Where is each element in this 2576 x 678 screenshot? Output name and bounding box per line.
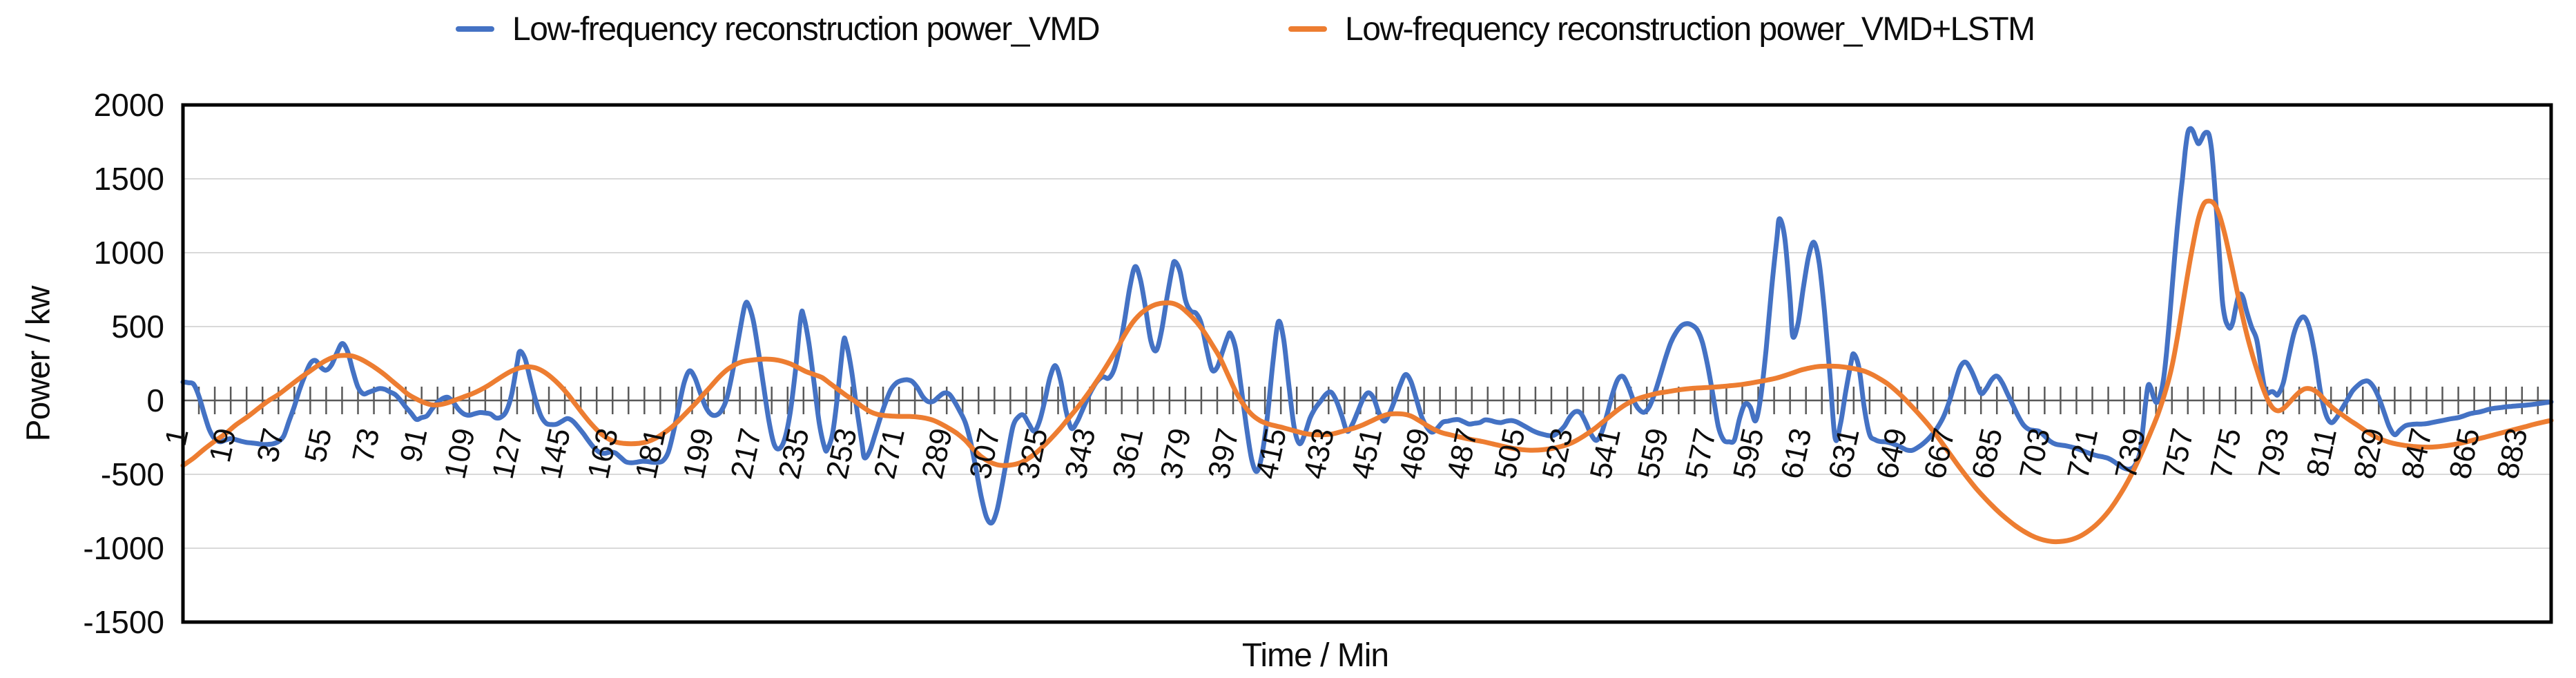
x-tick-label: 163 xyxy=(581,425,625,482)
legend-line-marker-vmd-lstm xyxy=(1288,26,1327,32)
x-tick-label: 793 xyxy=(2252,425,2296,482)
legend-item-vmd[interactable]: Low-frequency reconstruction power_VMD xyxy=(456,10,1101,48)
x-tick-label: 865 xyxy=(2443,425,2486,482)
y-tick-label: 1500 xyxy=(94,161,164,197)
x-tick-label: 811 xyxy=(2300,425,2343,480)
y-tick-label: -1500 xyxy=(83,604,164,640)
x-tick-label: 595 xyxy=(1727,425,1770,482)
x-tick-label: 631 xyxy=(1822,425,1866,482)
x-tick-label: 379 xyxy=(1154,425,1197,482)
y-tick-label: 500 xyxy=(111,309,164,345)
x-tick-label: 415 xyxy=(1250,425,1293,482)
x-tick-label: 37 xyxy=(251,425,291,465)
x-tick-label: 55 xyxy=(298,425,338,465)
x-tick-label: 559 xyxy=(1631,425,1675,482)
x-tick-label: 703 xyxy=(2013,425,2057,482)
y-tick-label: 1000 xyxy=(94,235,164,271)
x-tick-label: 775 xyxy=(2205,425,2248,482)
series-vmd-line xyxy=(180,126,2554,526)
legend-label-vmd-lstm: Low-frequency reconstruction power_VMD+L… xyxy=(1345,10,2035,48)
legend-item-vmd-lstm[interactable]: Low-frequency reconstruction power_VMD+L… xyxy=(1288,10,2035,48)
x-tick-label: 397 xyxy=(1202,425,1246,482)
x-tick-label: 199 xyxy=(677,425,720,482)
x-tick-label: 325 xyxy=(1011,425,1054,482)
x-tick-label: 109 xyxy=(438,425,481,482)
x-tick-label: 469 xyxy=(1393,425,1436,482)
x-tick-label: 1 xyxy=(159,425,195,449)
x-tick-label: 505 xyxy=(1488,425,1531,482)
x-tick-label: 685 xyxy=(1966,425,2009,482)
x-tick-label: 757 xyxy=(2156,425,2200,482)
y-tick-label: 0 xyxy=(146,382,164,418)
x-tick-label: 613 xyxy=(1774,425,1818,482)
x-tick-label: 577 xyxy=(1679,425,1723,482)
x-tick-label: 649 xyxy=(1870,425,1914,482)
x-axis-title: Time / Min xyxy=(1241,637,1389,674)
x-tick-label: 289 xyxy=(916,425,959,482)
x-tick-label: 721 xyxy=(2061,425,2104,482)
x-tick-label: 739 xyxy=(2109,425,2152,482)
x-tick-label: 181 xyxy=(629,425,672,482)
x-tick-label: 253 xyxy=(820,425,864,482)
x-tick-label: 847 xyxy=(2395,425,2439,482)
x-tick-label: 73 xyxy=(346,425,386,465)
y-tick-label: -500 xyxy=(101,456,164,492)
x-tick-label: 19 xyxy=(203,425,243,465)
x-tick-label: 829 xyxy=(2347,425,2391,482)
y-tick-label: 2000 xyxy=(94,87,164,123)
plot-border xyxy=(181,103,2553,624)
x-tick-label: 361 xyxy=(1106,425,1150,482)
x-tick-label: 127 xyxy=(486,425,530,482)
x-tick-label: 217 xyxy=(724,425,768,482)
x-tick-label: 343 xyxy=(1058,425,1102,482)
x-tick-label: 451 xyxy=(1345,425,1388,482)
y-tick-label: -1000 xyxy=(83,530,164,566)
x-tick-label: 667 xyxy=(1918,425,1962,482)
x-tick-label: 145 xyxy=(534,425,577,482)
legend-line-marker-vmd xyxy=(456,26,494,32)
series-vmd-lstm-line xyxy=(180,198,2554,545)
y-axis-title: Power / kw xyxy=(20,286,57,442)
legend-label-vmd: Low-frequency reconstruction power_VMD xyxy=(512,10,1101,48)
x-tick-label: 91 xyxy=(394,425,434,465)
x-tick-label: 235 xyxy=(772,425,815,482)
